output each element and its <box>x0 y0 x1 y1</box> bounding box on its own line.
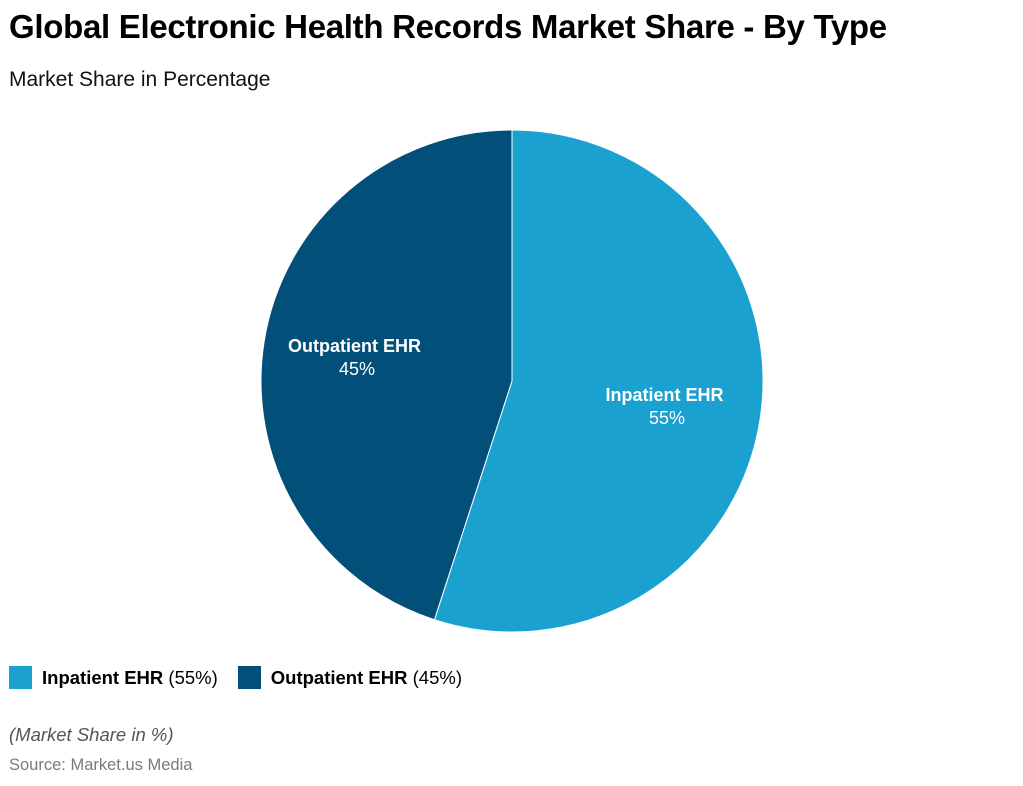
pie-slice-inpatient-ehr[interactable] <box>433 129 764 633</box>
legend-swatch-outpatient <box>237 666 261 689</box>
chart-source: Source: Market.us Media <box>9 756 193 774</box>
legend-label: Inpatient EHR <box>42 666 164 688</box>
chart-legend: Inpatient EHR (55%) Outpatient EHR (45%) <box>9 666 462 689</box>
slice-label-outpatient: Outpatient EHR 45% <box>288 336 426 379</box>
pie-slices <box>260 129 764 633</box>
legend-label: Outpatient EHR <box>270 666 408 688</box>
legend-value: (45%) <box>412 666 462 688</box>
legend-item-outpatient[interactable]: Outpatient EHR (45%) <box>237 666 462 689</box>
legend-swatch-inpatient <box>9 666 32 689</box>
chart-note: (Market Share in %) <box>9 724 174 745</box>
chart-title: Global Electronic Health Records Market … <box>9 8 887 45</box>
slice-label-inpatient: Inpatient EHR 55% <box>605 385 728 428</box>
legend-item-inpatient[interactable]: Inpatient EHR (55%) <box>9 666 218 689</box>
legend-value: (55%) <box>168 666 218 688</box>
chart-subtitle: Market Share in Percentage <box>9 68 271 91</box>
pie-slice-outpatient-ehr[interactable] <box>260 129 513 621</box>
